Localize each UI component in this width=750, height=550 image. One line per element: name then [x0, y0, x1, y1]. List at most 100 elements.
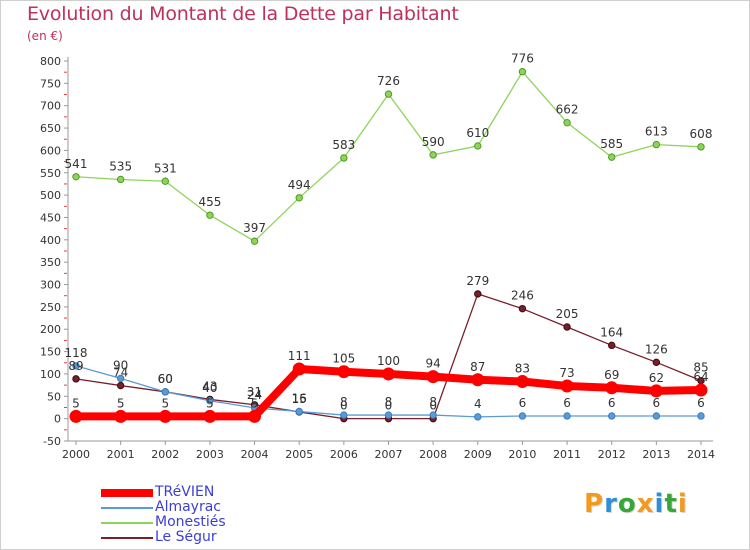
data-point-almayrac-2006 [340, 411, 348, 419]
data-point-trevien-2007 [382, 367, 395, 381]
data-label-monesties-2011: 662 [556, 103, 579, 117]
data-label-le-segur-2006: 0 [340, 399, 348, 413]
data-point-monesties-2009 [474, 142, 482, 150]
x-tick-label-2010: 2010 [508, 448, 536, 461]
data-label-trevien-2009: 87 [470, 360, 485, 374]
x-tick-label-2002: 2002 [151, 448, 179, 461]
data-point-monesties-2008 [429, 151, 437, 159]
data-point-monesties-2014 [697, 143, 705, 151]
data-label-trevien-2012: 69 [604, 368, 619, 382]
y-tick-label-50: 50 [47, 390, 61, 403]
x-tick-label-2005: 2005 [285, 448, 313, 461]
data-label-monesties-2008: 590 [422, 135, 445, 149]
x-tick-label-2006: 2006 [330, 448, 358, 461]
legend-swatch-monesties [101, 522, 153, 524]
chart-title: Evolution du Montant de la Dette par Hab… [27, 3, 459, 25]
y-tick-label-0: 0 [54, 413, 61, 426]
legend-swatch-le-segur [101, 537, 153, 539]
data-point-le-segur-2010 [518, 304, 527, 313]
data-point-almayrac-2011 [563, 412, 571, 420]
y-tick-label-450: 450 [40, 211, 61, 224]
data-point-monesties-2002 [161, 177, 169, 185]
x-tick-label-2000: 2000 [62, 448, 90, 461]
data-point-monesties-2004 [250, 237, 259, 245]
data-point-trevien-2004 [248, 409, 262, 423]
data-label-almayrac-2001: 90 [113, 358, 128, 372]
data-label-monesties-2000: 541 [65, 157, 88, 171]
data-label-le-segur-2001: 74 [113, 366, 128, 380]
data-point-trevien-2001 [114, 409, 128, 423]
data-label-monesties-2003: 455 [198, 195, 221, 209]
data-label-trevien-2008: 94 [426, 357, 441, 371]
data-label-trevien-2006: 105 [332, 352, 355, 366]
y-tick-label-750: 750 [40, 77, 61, 90]
data-point-monesties-2010 [518, 68, 527, 76]
data-point-almayrac-2012 [608, 412, 616, 420]
data-point-almayrac-2002 [161, 388, 169, 396]
data-label-monesties-2007: 726 [377, 74, 400, 88]
data-point-monesties-2006 [340, 154, 348, 162]
logo-letter-3: x [636, 489, 655, 519]
y-tick-label-150: 150 [40, 346, 61, 359]
proxiti-logo: Proxiti [584, 489, 688, 519]
data-label-le-segur-2003: 43 [202, 379, 217, 393]
data-point-trevien-2012 [605, 381, 619, 395]
data-label-le-segur-2000: 89 [68, 359, 83, 373]
data-point-trevien-2000 [69, 409, 83, 423]
data-point-trevien-2002 [158, 409, 172, 423]
x-tick-label-2001: 2001 [107, 448, 135, 461]
data-point-le-segur-2000 [72, 375, 80, 383]
data-point-monesties-2011 [563, 118, 571, 127]
data-point-trevien-2014 [694, 383, 708, 397]
data-label-almayrac-2012: 6 [608, 396, 616, 410]
data-label-almayrac-2011: 6 [563, 396, 571, 410]
data-label-monesties-2012: 585 [600, 137, 623, 151]
y-tick-label-350: 350 [40, 256, 61, 269]
y-tick-label-700: 700 [40, 100, 61, 113]
data-label-almayrac-2008: 8 [429, 395, 437, 409]
logo-letter-0: P [584, 489, 605, 519]
data-point-trevien-2009 [471, 373, 485, 387]
x-tick-label-2009: 2009 [464, 448, 492, 461]
data-label-trevien-2003: 5 [206, 396, 214, 410]
logo-letter-4: i [654, 489, 665, 519]
y-tick-label-600: 600 [40, 144, 61, 157]
data-point-monesties-2012 [608, 153, 616, 161]
legend-label-monesties: Monestiés [155, 514, 226, 530]
legend-item-almayrac: Almayrac [101, 499, 301, 515]
data-point-almayrac-2001 [116, 374, 125, 383]
legend-item-trevien: TRéVIEN [101, 484, 301, 500]
data-point-le-segur-2012 [608, 341, 616, 350]
data-point-le-segur-2013 [652, 358, 661, 367]
data-label-almayrac-2000: 118 [65, 346, 88, 360]
chart-legend: TRéVIEN Almayrac Monestiés Le Ségur [101, 484, 301, 545]
data-label-le-segur-2012: 164 [600, 325, 623, 339]
x-tick-label-2003: 2003 [196, 448, 224, 461]
logo-letter-6: i [677, 489, 688, 519]
legend-swatch-trevien [101, 489, 153, 497]
x-tick-label-2008: 2008 [419, 448, 447, 461]
legend-label-almayrac: Almayrac [155, 499, 222, 515]
data-label-almayrac-2003: 40 [202, 381, 217, 395]
y-tick-label-200: 200 [40, 323, 61, 336]
data-point-almayrac-2008 [429, 411, 437, 419]
data-label-trevien-2014: 64 [693, 370, 708, 384]
data-label-trevien-2013: 62 [649, 371, 664, 385]
data-point-monesties-2005 [295, 194, 303, 202]
data-label-le-segur-2005: 15 [292, 392, 307, 406]
chart-subtitle: (en €) [27, 29, 63, 43]
data-label-trevien-2002: 5 [161, 396, 169, 410]
data-label-le-segur-2014: 85 [693, 361, 708, 375]
data-label-le-segur-2008: 0 [429, 399, 437, 413]
data-label-almayrac-2006: 8 [340, 395, 348, 409]
data-label-almayrac-2007: 8 [385, 395, 393, 409]
data-point-le-segur-2011 [563, 323, 571, 331]
data-point-trevien-2003 [203, 409, 217, 423]
data-point-almayrac-2000 [72, 362, 80, 370]
data-label-monesties-2002: 531 [154, 161, 177, 175]
y-tick-label-550: 550 [40, 167, 61, 180]
data-label-monesties-2006: 583 [332, 138, 355, 152]
x-tick-label-2004: 2004 [241, 448, 269, 461]
data-label-le-segur-2004: 31 [247, 385, 262, 399]
